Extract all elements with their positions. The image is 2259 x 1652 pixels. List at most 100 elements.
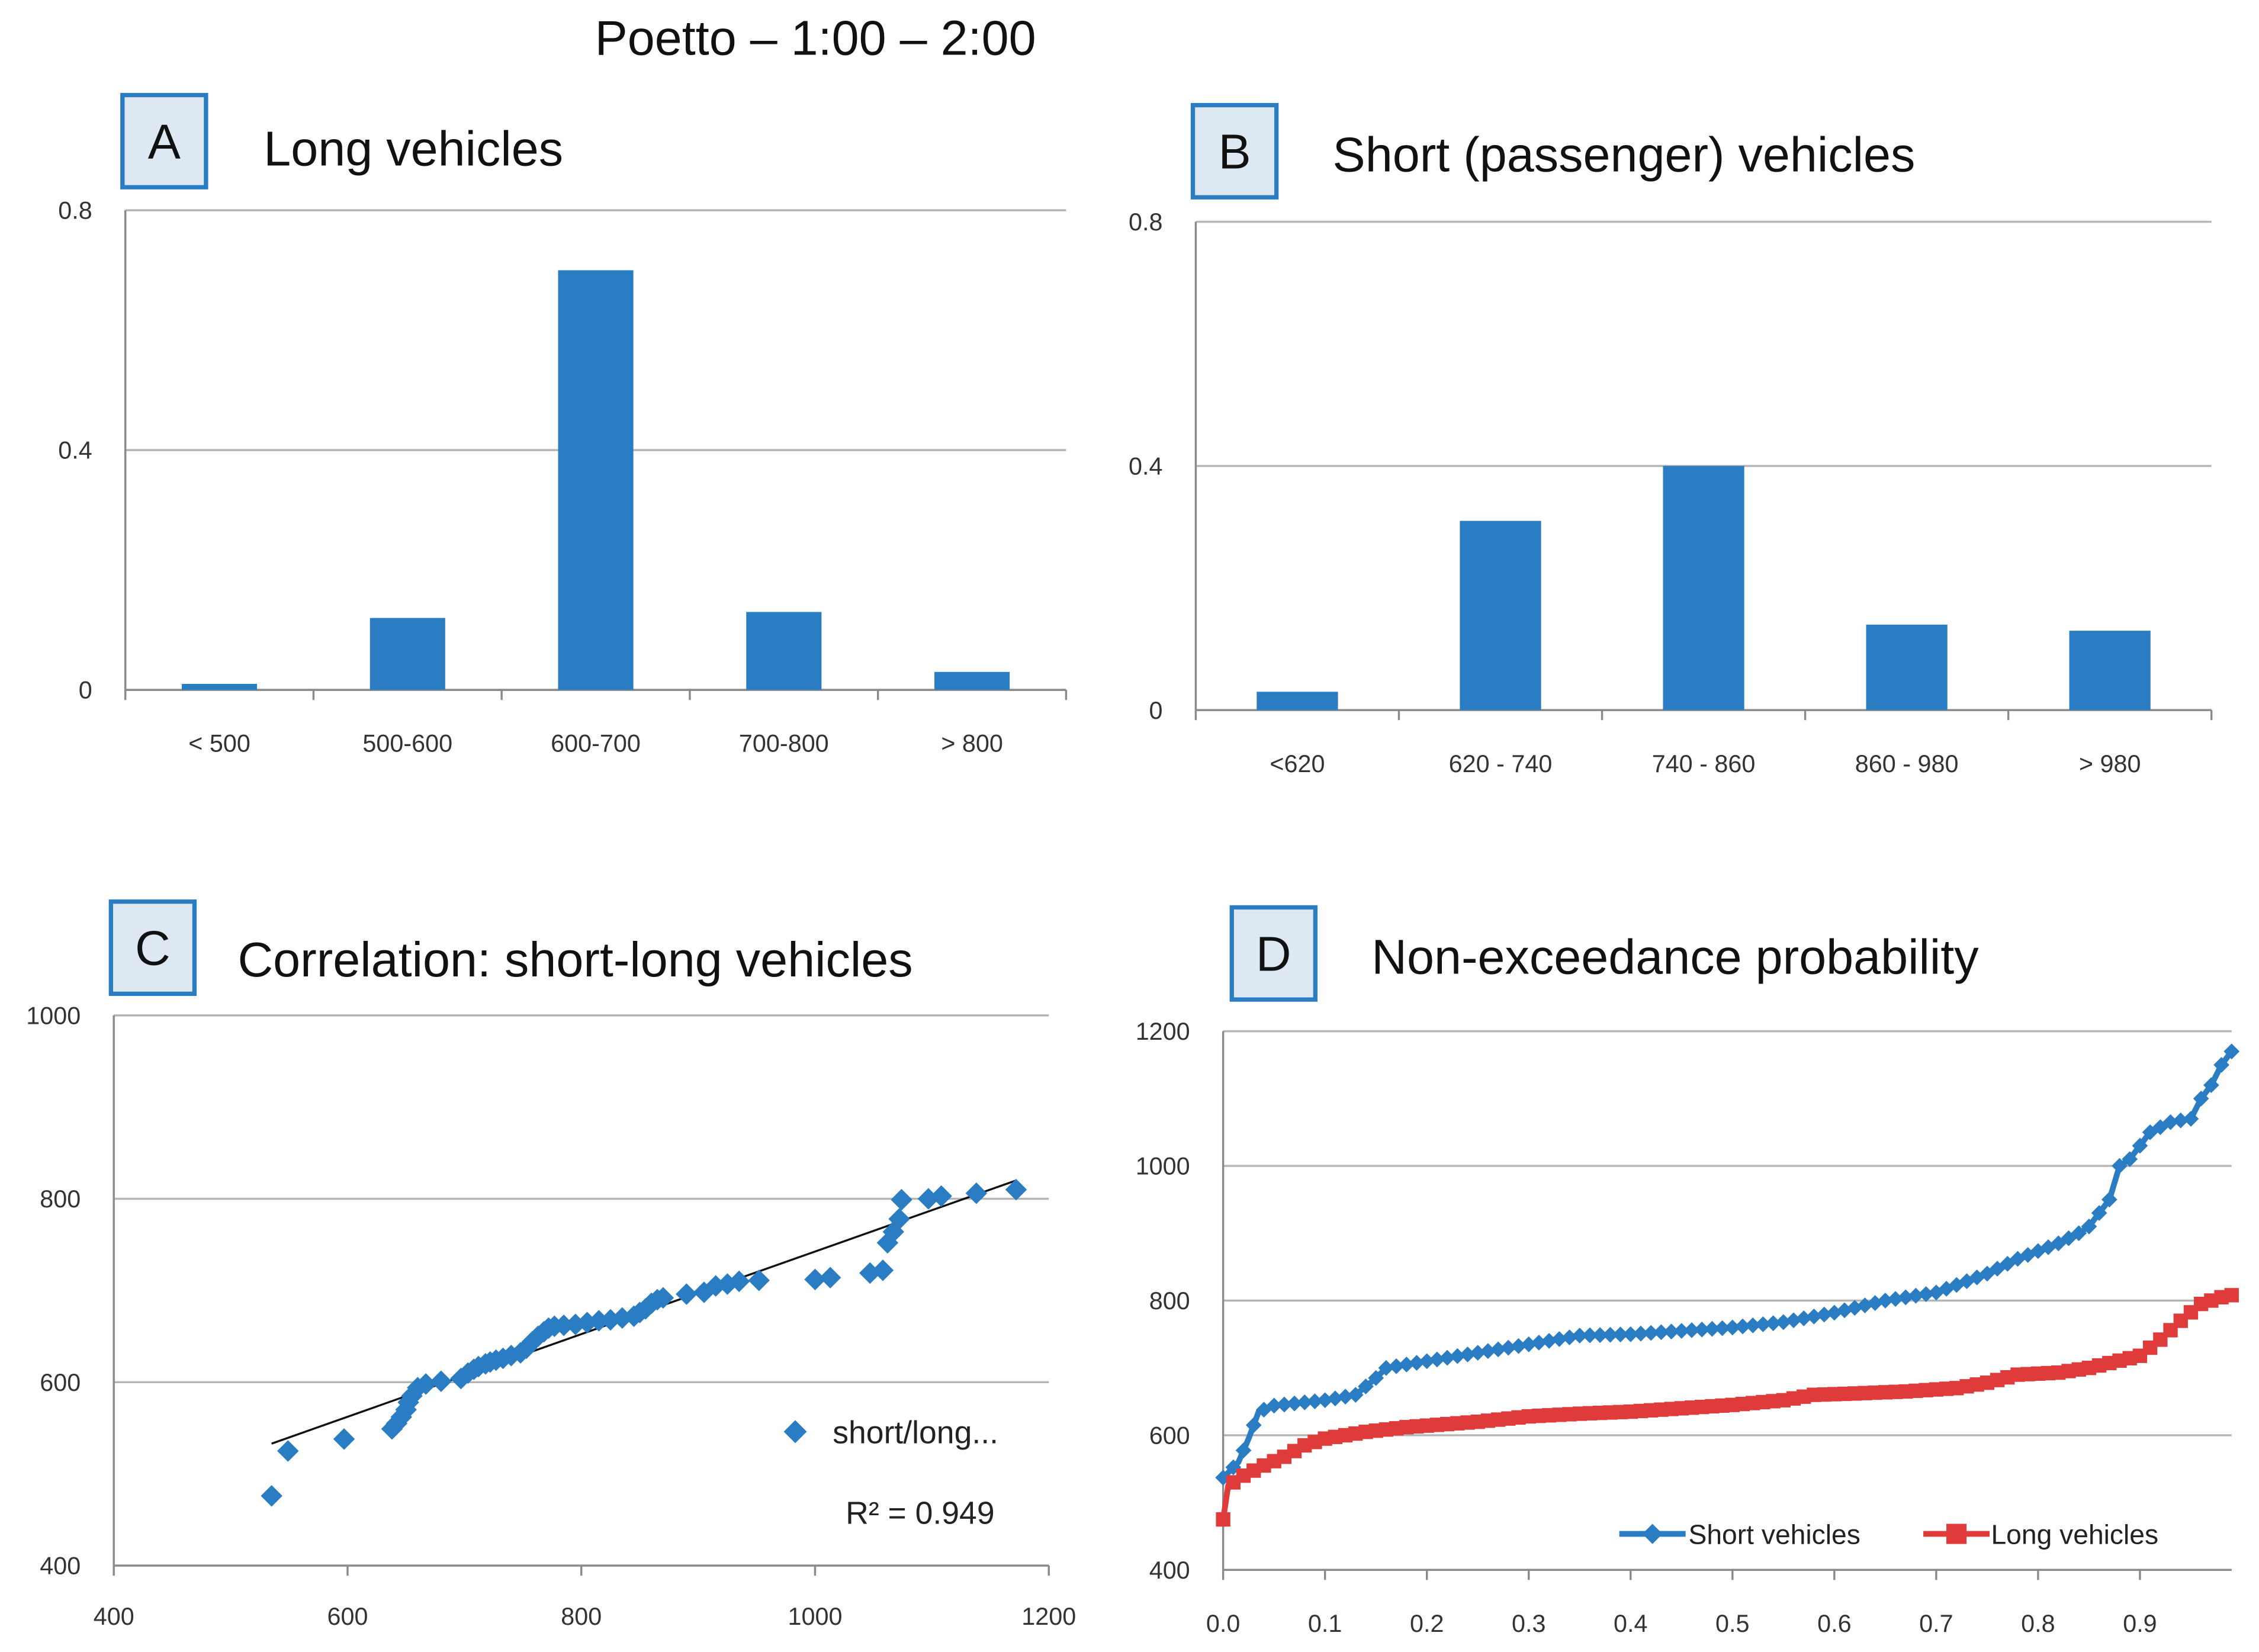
series-point <box>1734 1318 1751 1335</box>
series-point <box>1612 1326 1628 1343</box>
bar <box>1257 692 1338 711</box>
series-point <box>1795 1310 1812 1326</box>
y-tick-label: 600 <box>1149 1422 1190 1449</box>
bar <box>1663 465 1744 711</box>
series-point <box>1409 1355 1425 1371</box>
y-tick-label: 0.8 <box>1129 208 1162 236</box>
series-point <box>1643 1325 1659 1341</box>
scatter-point <box>1005 1178 1027 1201</box>
bar <box>1460 520 1541 711</box>
legend-label: Short vehicles <box>1689 1519 1860 1550</box>
series-point <box>1887 1291 1904 1307</box>
x-tick-label: > 980 <box>2079 750 2141 777</box>
series-point <box>1470 1345 1486 1361</box>
x-tick-label: 0.3 <box>1512 1610 1545 1637</box>
series-point <box>1296 1394 1313 1410</box>
y-tick-label: 0 <box>79 677 92 704</box>
y-tick-label: 0.8 <box>58 197 92 224</box>
series-point <box>2101 1191 2117 1208</box>
series-point <box>1358 1378 1374 1394</box>
x-tick-label: 0.9 <box>2123 1610 2157 1637</box>
series-point <box>1765 1315 1782 1332</box>
x-tick-label: 860 - 980 <box>1855 750 1959 777</box>
x-tick-label: 600 <box>327 1603 368 1630</box>
series-point <box>2223 1043 2240 1060</box>
series-point <box>1918 1286 1935 1302</box>
scatter-point <box>333 1428 355 1450</box>
series-point <box>1398 1357 1415 1373</box>
series-point <box>2213 1057 2229 1073</box>
legend-marker <box>1946 1524 1967 1544</box>
legend-label: short/long... <box>833 1415 998 1450</box>
x-tick-label: 400 <box>94 1603 134 1630</box>
x-tick-label: 620 - 740 <box>1449 750 1553 777</box>
legend-label: Long vehicles <box>1991 1519 2158 1550</box>
series-point <box>2183 1111 2199 1127</box>
x-tick-label: 1200 <box>1021 1603 1076 1630</box>
series-point <box>2173 1112 2189 1129</box>
series-point <box>2224 1288 2239 1303</box>
scatter-point <box>872 1259 894 1281</box>
y-tick-label: 800 <box>40 1185 81 1213</box>
legend-marker <box>783 1420 807 1444</box>
series-point <box>1948 1277 1965 1293</box>
x-tick-label: 700-800 <box>739 730 829 757</box>
panel-title: Long vehicles <box>264 121 563 176</box>
scatter-point <box>588 1310 610 1332</box>
series-point <box>1704 1320 1720 1337</box>
scatter-point <box>819 1267 841 1289</box>
scatter-point <box>261 1485 282 1507</box>
panel-label: A <box>148 114 181 169</box>
series-point <box>1551 1331 1567 1347</box>
series-point <box>1347 1387 1364 1403</box>
x-tick-label: 800 <box>561 1603 602 1630</box>
series-point <box>1429 1351 1445 1368</box>
series-point <box>1276 1396 1293 1413</box>
panel-label: C <box>135 921 171 976</box>
series-point <box>1653 1324 1669 1341</box>
series-point <box>1216 1512 1230 1527</box>
series-point <box>1286 1395 1303 1412</box>
x-tick-label: <620 <box>1270 750 1325 777</box>
y-tick-label: 1200 <box>1136 1018 1190 1045</box>
x-tick-label: 1000 <box>788 1603 842 1630</box>
series-point <box>1755 1316 1771 1332</box>
y-tick-label: 1000 <box>26 1002 81 1029</box>
series-point <box>2122 1151 2138 1168</box>
series-point <box>1439 1349 1455 1366</box>
scatter-point <box>965 1182 988 1204</box>
bar <box>1866 624 1948 711</box>
series-point <box>1317 1392 1333 1409</box>
series-point <box>1419 1353 1435 1370</box>
panel-label-box <box>1229 905 1318 1002</box>
scatter-point <box>277 1440 299 1462</box>
series-point <box>1460 1346 1476 1362</box>
y-tick-label: 600 <box>40 1369 81 1396</box>
y-tick-label: 0.4 <box>58 437 92 464</box>
series-point <box>1511 1338 1527 1354</box>
series-point <box>1897 1289 1914 1306</box>
series-point <box>1572 1328 1588 1344</box>
series-point <box>2112 1158 2128 1174</box>
panel-title: Correlation: short-long vehicles <box>237 932 912 987</box>
series-point <box>2071 1225 2087 1242</box>
panel-label: D <box>1256 926 1291 981</box>
scatter-point <box>748 1269 770 1291</box>
series-point <box>1256 1402 1272 1418</box>
panel-C: C Correlation: short-long vehicles 400 600 8… <box>26 899 1076 1630</box>
x-tick-label: 0.0 <box>1206 1610 1240 1637</box>
series-point <box>2081 1219 2097 1235</box>
panel-title: Short (passenger) vehicles <box>1333 127 1916 182</box>
series-point <box>1541 1333 1557 1349</box>
x-tick-label: 0.5 <box>1715 1610 1749 1637</box>
series-point <box>1561 1329 1577 1345</box>
x-tick-label: 740 - 860 <box>1652 750 1756 777</box>
series-point <box>1500 1339 1516 1356</box>
bar <box>182 684 258 690</box>
x-tick-label: 0.6 <box>1817 1610 1851 1637</box>
series-point <box>1694 1322 1710 1338</box>
series-point <box>1337 1389 1354 1405</box>
panel-B: B Short (passenger) vehicles 0 0.4 0.8 <620 62… <box>1129 102 2213 777</box>
figure-title: Poetto – 1:00 – 2:00 <box>595 10 1036 65</box>
